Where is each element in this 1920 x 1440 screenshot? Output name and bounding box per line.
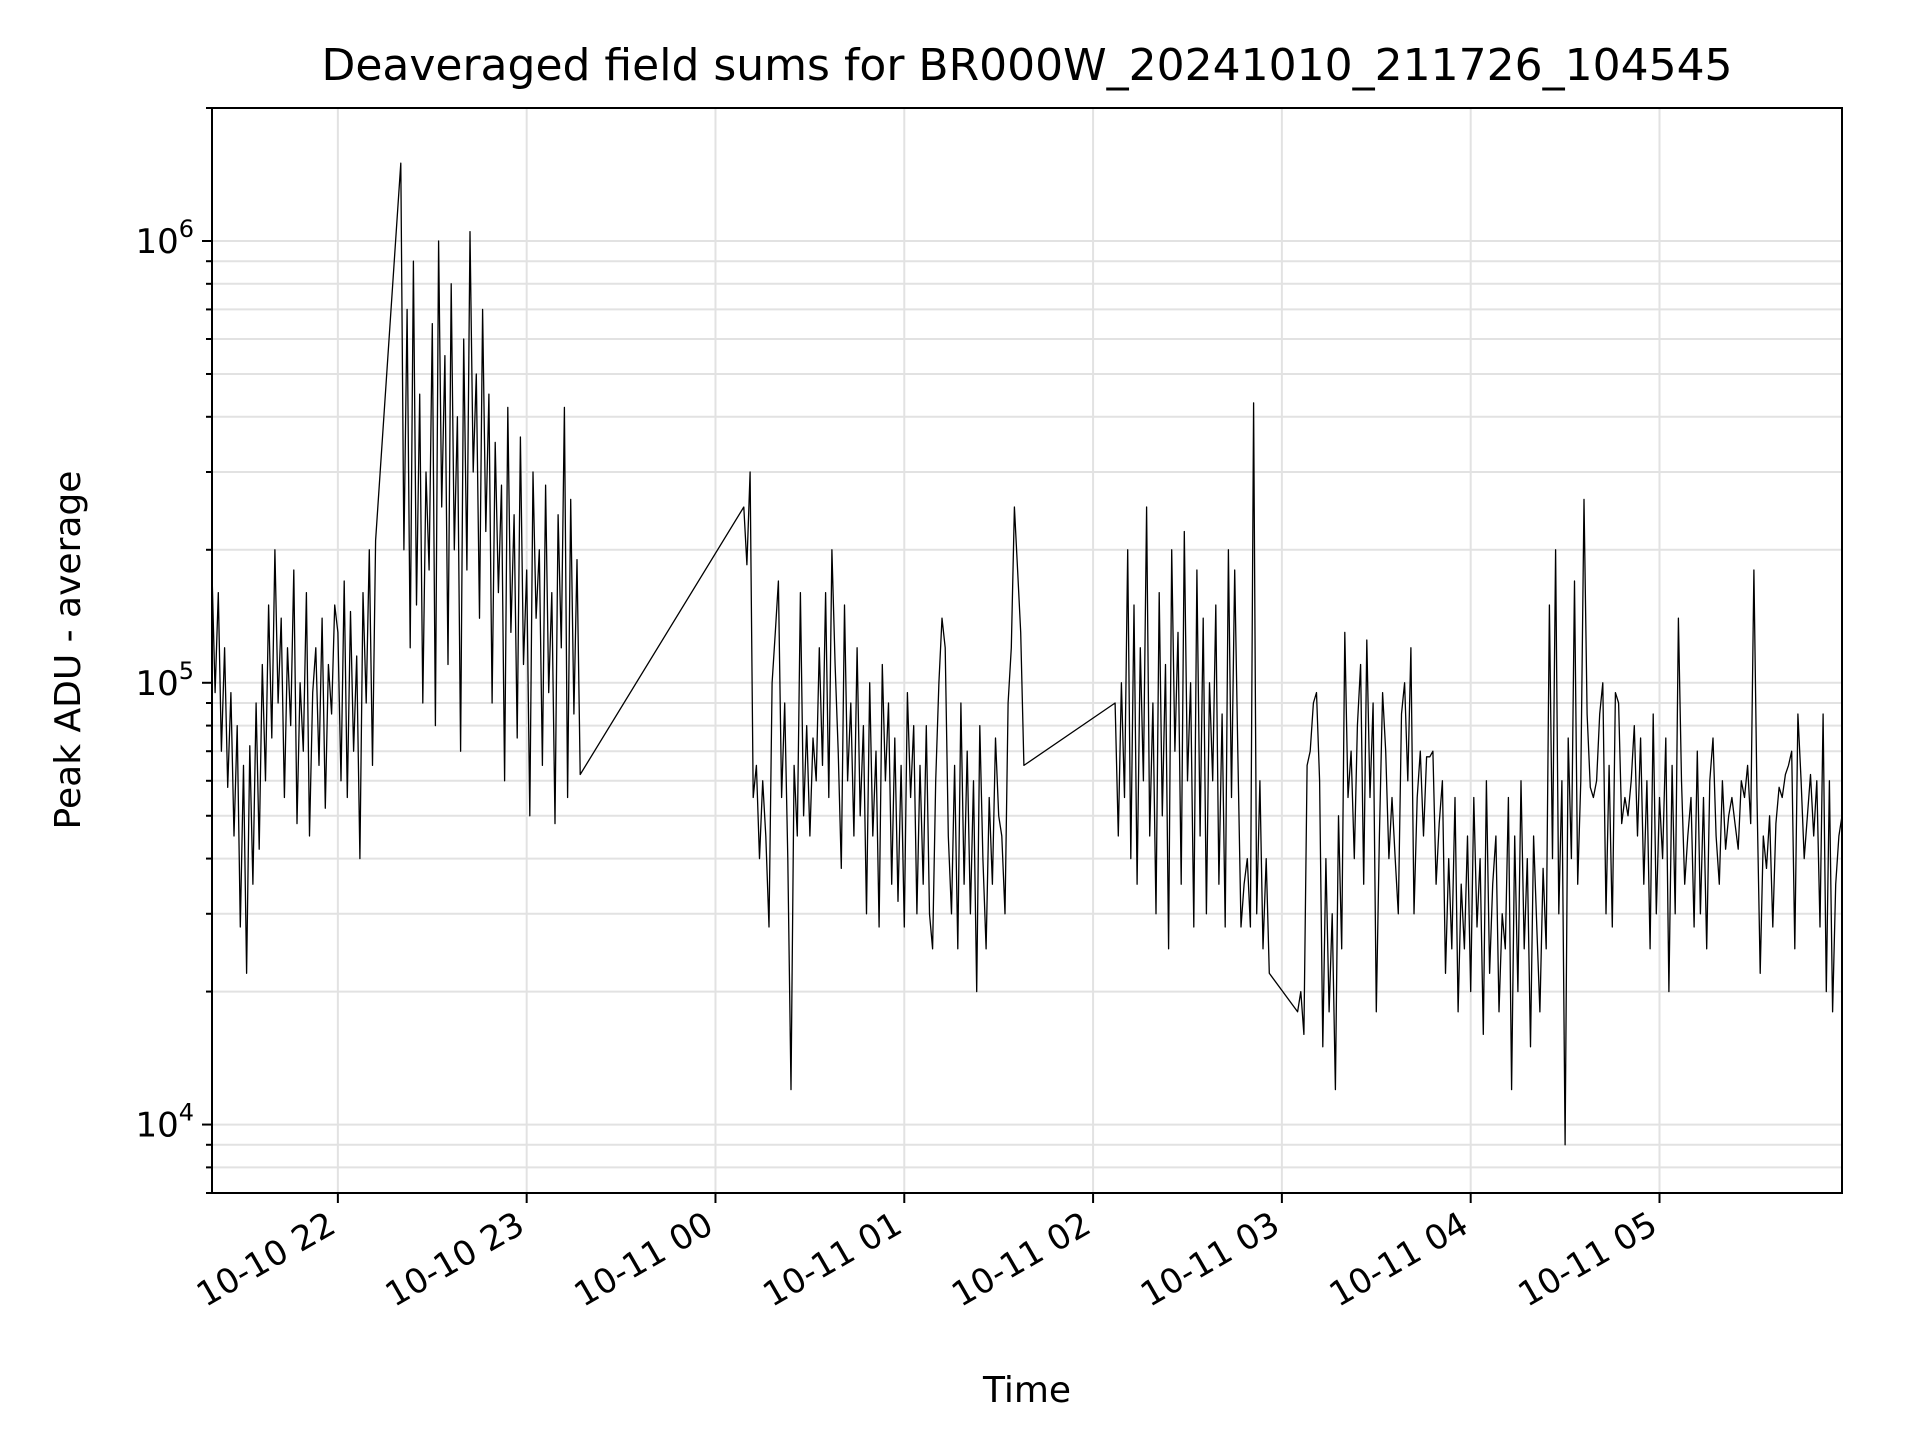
- y-axis-label: Peak ADU - average: [48, 471, 89, 830]
- y-tick-label-base: 10: [135, 222, 178, 262]
- series-line: [211, 162, 1843, 1146]
- y-tick-label-exponent: 5: [179, 657, 194, 685]
- chart-title: Deaveraged field sums for BR000W_2024101…: [321, 40, 1732, 91]
- axes-frame: [211, 107, 1843, 1194]
- y-tick-label-exponent: 4: [179, 1099, 194, 1127]
- y-tick-label-base: 10: [135, 664, 178, 704]
- y-tick-label: 106: [135, 215, 194, 262]
- x-gridlines: [336, 108, 1661, 1193]
- y-tick-label-base: 10: [135, 1106, 178, 1146]
- x-axis-label: Time: [982, 1370, 1071, 1411]
- y-tick-label: 105: [135, 657, 194, 704]
- y-tick-label: 104: [135, 1099, 194, 1146]
- series-layer: [211, 162, 1843, 1146]
- y-tick-label-exponent: 6: [179, 215, 194, 243]
